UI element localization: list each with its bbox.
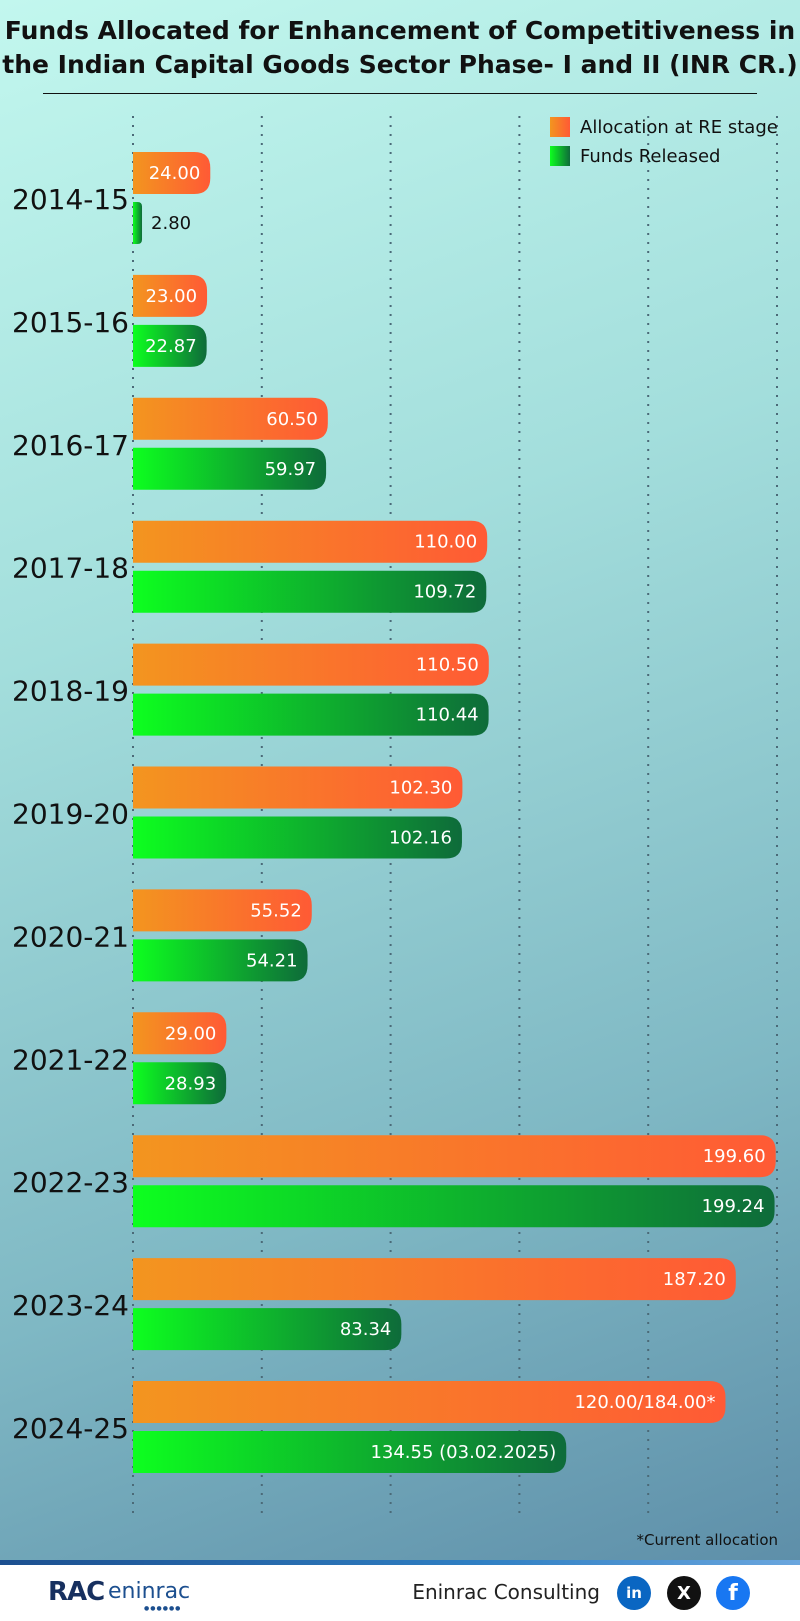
linkedin-icon[interactable]: in xyxy=(617,1576,651,1610)
data-label: 199.24 xyxy=(702,1196,765,1217)
data-label: 134.55 (03.02.2025) xyxy=(370,1442,556,1463)
category-label: 2023-24 xyxy=(12,1289,129,1322)
bar-released-2021-22 xyxy=(133,1062,227,1105)
data-label: 109.72 xyxy=(413,582,476,603)
bar-allocation-2018-19 xyxy=(133,643,489,686)
bar-released-2018-19 xyxy=(133,693,489,736)
bar-allocation-2024-25 xyxy=(133,1381,726,1423)
logo-mark: RAC xyxy=(48,1577,105,1607)
data-label: 23.00 xyxy=(146,286,198,307)
category-label: 2016-17 xyxy=(12,429,129,462)
bar-released-2022-23 xyxy=(133,1185,775,1228)
bar-allocation-2017-18 xyxy=(133,520,488,563)
legend-label: Allocation at RE stage xyxy=(580,117,778,138)
category-label: 2014-15 xyxy=(12,183,129,216)
bars xyxy=(133,152,776,1473)
bar-allocation-2016-17 xyxy=(133,397,328,440)
data-label: 54.21 xyxy=(246,950,298,971)
data-label: 199.60 xyxy=(703,1146,766,1167)
data-label: 55.52 xyxy=(250,900,302,921)
bar-released-2014-15 xyxy=(133,202,143,244)
category-label: 2019-20 xyxy=(12,798,129,831)
data-label: 22.87 xyxy=(145,336,197,357)
chart-title-line-1: Funds Allocated for Enhancement of Compe… xyxy=(4,16,796,45)
bar-allocation-2020-21 xyxy=(133,889,312,932)
data-label: 2.80 xyxy=(151,213,191,234)
footnote: *Current allocation xyxy=(636,1531,778,1549)
data-label: 110.44 xyxy=(416,705,479,726)
data-label: 60.50 xyxy=(266,409,318,430)
bar-allocation-2015-16 xyxy=(133,274,208,317)
bar-allocation-2021-22 xyxy=(133,1012,227,1055)
bar-released-2015-16 xyxy=(133,324,207,367)
data-label: 24.00 xyxy=(149,163,201,184)
data-label: 110.00 xyxy=(414,532,477,553)
eninrac-logo[interactable]: RAC eninrac ●●●●●● xyxy=(48,1577,191,1612)
facebook-icon[interactable]: f xyxy=(716,1576,750,1610)
data-label: 102.16 xyxy=(389,828,452,849)
bar-allocation-2022-23 xyxy=(133,1135,776,1178)
legend-swatch xyxy=(550,146,570,166)
logo-wordmark: eninrac xyxy=(108,1579,191,1604)
legend-label: Funds Released xyxy=(580,146,720,167)
legend-swatch xyxy=(550,117,570,137)
legend: Allocation at RE stage Funds Released xyxy=(550,117,778,167)
data-label: 59.97 xyxy=(265,459,317,480)
bar-allocation-2014-15 xyxy=(133,152,211,194)
bar-released-2024-25 xyxy=(133,1431,567,1473)
bar-allocation-2019-20 xyxy=(133,766,463,809)
chart-title-line-2: the Indian Capital Goods Sector Phase- I… xyxy=(2,50,798,79)
data-label: 187.20 xyxy=(663,1269,726,1290)
bar-released-2023-24 xyxy=(133,1308,402,1351)
data-label: 110.50 xyxy=(416,655,479,676)
x-icon[interactable]: X xyxy=(667,1576,701,1610)
category-label: 2020-21 xyxy=(12,920,129,953)
data-label: 29.00 xyxy=(165,1023,217,1044)
footer-accent-strip xyxy=(0,1560,800,1565)
data-label: 102.30 xyxy=(389,778,452,799)
footer: RAC eninrac ●●●●●● Eninrac Consulting in… xyxy=(0,1565,800,1621)
bar-chart: 2014-15 24.00 2.80 2015-16 23.00 22.87 2016-17… xyxy=(12,116,778,1520)
category-label: 2022-23 xyxy=(12,1166,129,1199)
data-label: 83.34 xyxy=(340,1319,392,1340)
title-divider xyxy=(43,93,757,94)
brand-name: Eninrac Consulting xyxy=(412,1580,600,1604)
category-label: 2017-18 xyxy=(12,552,129,585)
bar-released-2020-21 xyxy=(133,939,308,982)
category-label: 2024-25 xyxy=(12,1412,129,1445)
labels: 2014-15 24.00 2.80 2015-16 23.00 22.87 2016-17… xyxy=(12,163,766,1463)
bar-released-2016-17 xyxy=(133,447,327,490)
data-label: 120.00/184.00* xyxy=(574,1392,715,1413)
data-label: 28.93 xyxy=(165,1073,217,1094)
bar-released-2017-18 xyxy=(133,570,487,613)
category-label: 2015-16 xyxy=(12,306,129,339)
bar-allocation-2023-24 xyxy=(133,1258,736,1301)
chart-title: Funds Allocated for Enhancement of Compe… xyxy=(0,14,800,82)
bar-released-2019-20 xyxy=(133,816,462,859)
category-label: 2018-19 xyxy=(12,675,129,708)
category-label: 2021-22 xyxy=(12,1043,129,1076)
logo-dots: ●●●●●● xyxy=(144,1605,182,1612)
